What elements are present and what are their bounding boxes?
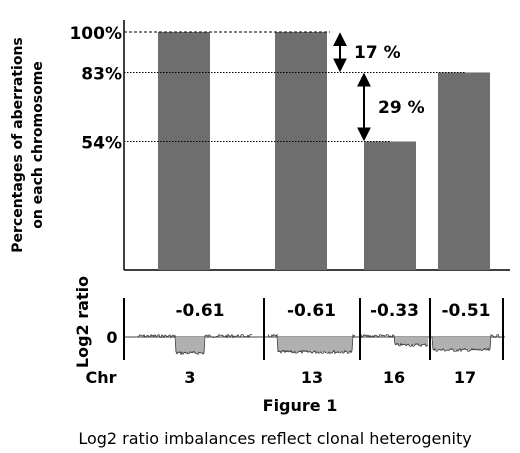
reference-lines-group: 100% 83% 54% [69,24,466,153]
bar-chr-3 [158,32,210,270]
bars-group [158,32,490,271]
log2-mean-label-chr-16: -0.33 [370,301,419,321]
bar-ylabel-line2: on each chromosome [30,61,46,229]
log2-segment-chr-17: -0.51 17 [431,301,501,387]
log2-loss-fill [176,337,204,353]
log2-segments-group: -0.61 3 -0.61 13 -0.33 16 -0.51 17 [123,298,504,387]
log2-trace [137,333,253,356]
bar-chr-16 [364,141,416,270]
log2-mean-label-chr-17: -0.51 [442,301,491,321]
bar-chart: 100% 83% 54% 17 % 29 % [69,20,510,271]
bar-chr-13 [275,32,327,270]
log2-chr-label-13: 13 [301,368,323,387]
difference-label-1: 29 % [378,98,425,118]
figure-caption: Log2 ratio imbalances reflect clonal het… [78,429,471,448]
log2-segment-chr-3: -0.61 3 [137,301,253,387]
log2-chr-label-3: 3 [184,368,195,387]
log2-panel: Log2 ratio 0 -0.61 3 -0.61 13 -0.33 16 -0.51 17… [73,276,505,387]
log2-trace [267,333,356,355]
difference-arrows-group: 17 % 29 % [333,32,425,142]
reference-label-83: 83% [81,64,122,84]
log2-segment-chr-13: -0.61 13 [267,301,356,387]
reference-label-100: 100% [69,24,122,44]
log2-mean-label-chr-13: -0.61 [287,301,336,321]
log2-zero-label: 0 [106,328,117,347]
log2-xlabel: Chr [85,368,116,387]
difference-label-0: 17 % [354,43,401,63]
log2-chr-label-16: 16 [383,368,405,387]
bar-ylabel-line1: Percentages of aberrations [10,37,26,253]
log2-ylabel: Log2 ratio [73,276,92,368]
log2-segment-chr-16: -0.33 16 [360,301,429,387]
log2-mean-label-chr-3: -0.61 [176,301,225,321]
log2-loss-fill [433,337,490,350]
log2-trace [360,333,429,348]
figure-label: Figure 1 [263,396,338,415]
bar-chr-17 [438,72,490,271]
log2-loss-fill [395,337,428,345]
log2-trace [431,333,501,353]
reference-label-54: 54% [81,133,122,153]
log2-loss-fill [278,337,352,352]
log2-chr-label-17: 17 [454,368,476,387]
